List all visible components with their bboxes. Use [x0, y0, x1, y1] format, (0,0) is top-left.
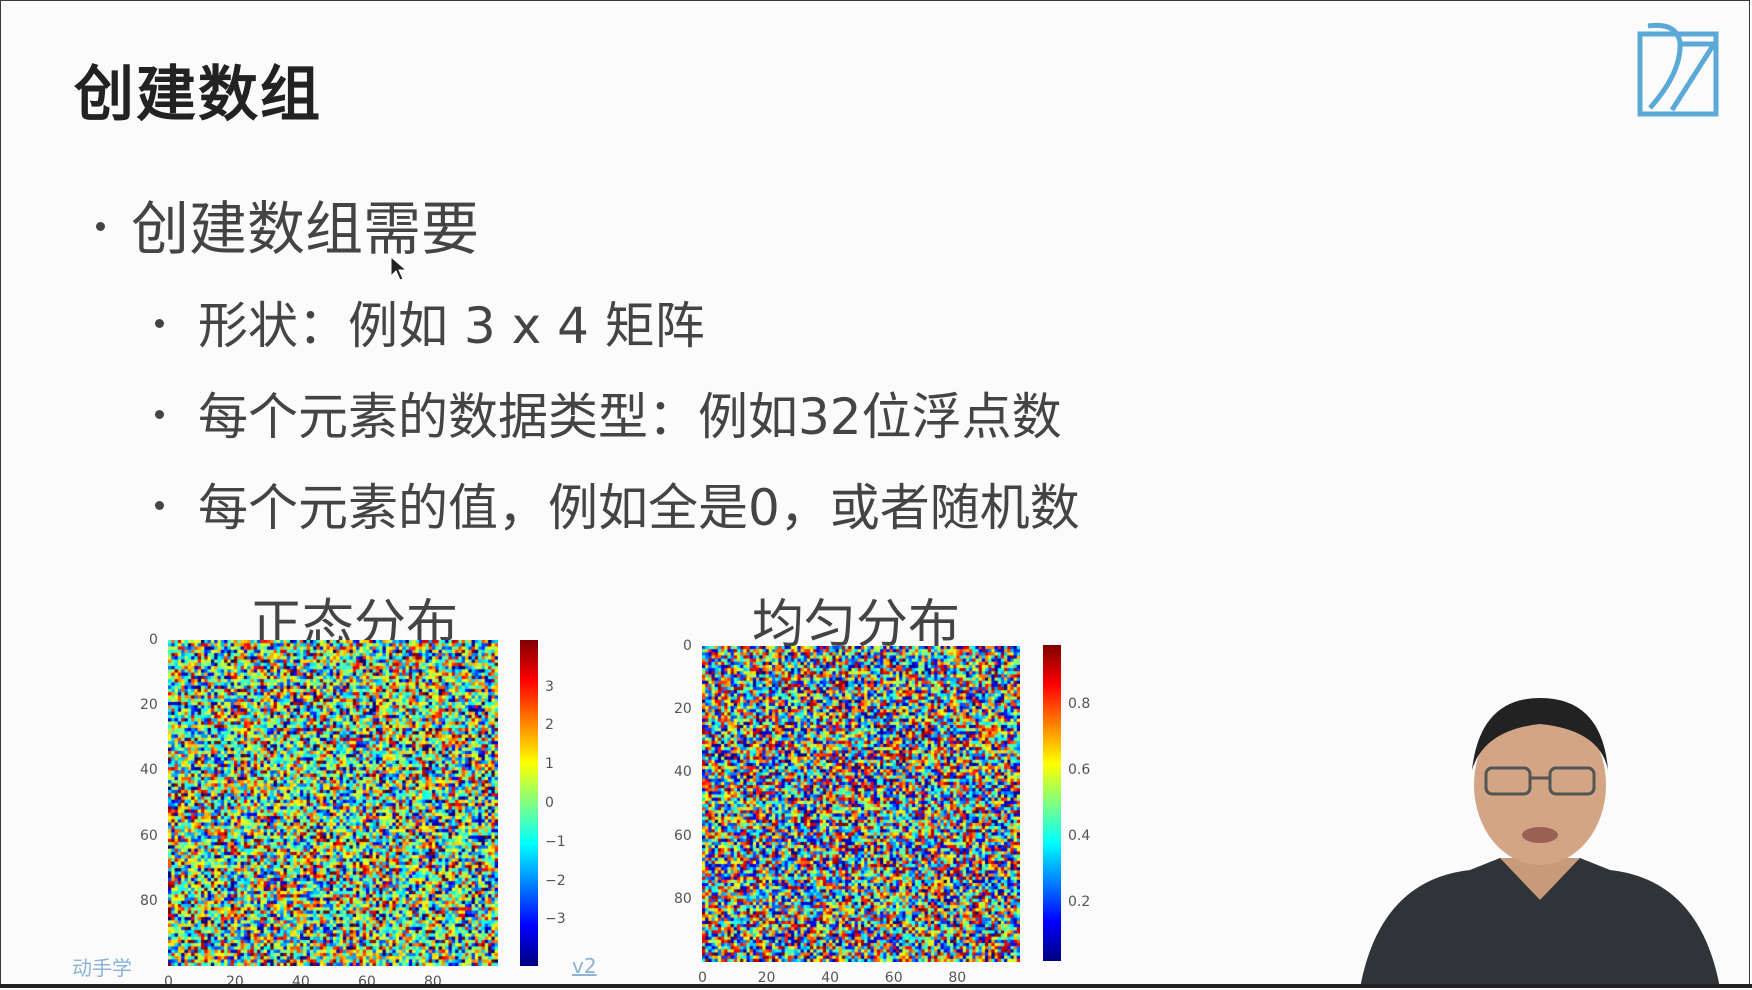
y-tick-label: 60	[674, 827, 692, 844]
heatmap-uniform	[702, 646, 1020, 962]
d2l-logo-icon	[1637, 22, 1719, 117]
colorbar-tick-label: 0.8	[1068, 696, 1091, 713]
speaker-video-overlay	[1360, 698, 1720, 988]
colorbar-tick-label: 0.2	[1068, 893, 1091, 910]
y-tick-label: 80	[140, 892, 158, 909]
sub-bullet-text: 每个元素的值，例如全是0，或者随机数	[198, 479, 1080, 537]
y-tick-label: 20	[140, 697, 158, 714]
sub-bullet-shape: 形状：例如 3 x 4 矩阵	[155, 286, 705, 358]
mouse-cursor-icon	[390, 256, 408, 281]
bullet-main-text: 创建数组需要	[131, 195, 480, 263]
colorbar-tick-label: 2	[545, 717, 554, 734]
y-tick-label: 80	[674, 890, 692, 907]
colorbar-tick-label: −2	[545, 872, 566, 889]
x-tick-label: 80	[948, 970, 967, 986]
sub-bullet-dtype: 每个元素的数据类型：例如32位浮点数	[155, 377, 1062, 449]
y-tick-label: 20	[674, 701, 692, 718]
chart-title-uniform: 均匀分布	[752, 595, 961, 655]
colorbar-tick-label: −3	[545, 911, 566, 928]
bullet-main: 创建数组需要	[96, 182, 479, 266]
colorbar-tick-label: 0	[545, 795, 554, 811]
colorbar-tick-label: 1	[545, 756, 554, 773]
x-tick-label: 0	[164, 974, 173, 990]
y-tick-label: 0	[683, 638, 692, 654]
y-tick-label: 0	[149, 632, 158, 648]
colorbar-tick-label: −1	[545, 833, 566, 850]
y-tick-label: 40	[674, 764, 692, 781]
sub-bullet-text: 形状：例如 3 x 4 矩阵	[198, 297, 705, 355]
brand-label-left: 动手学	[72, 956, 132, 980]
colorbar-normal	[520, 640, 538, 966]
colorbar-tick-label: 0.4	[1068, 827, 1091, 844]
x-tick-label: 20	[757, 970, 776, 986]
heatmap-normal	[168, 640, 498, 966]
bottom-bar	[0, 984, 1752, 988]
y-tick-label: 40	[140, 762, 158, 779]
x-tick-label: 0	[698, 970, 707, 986]
colorbar-uniform	[1043, 645, 1061, 961]
sub-bullet-values: 每个元素的值，例如全是0，或者随机数	[155, 468, 1080, 540]
x-tick-label: 40	[821, 970, 840, 986]
slide-title: 创建数组	[74, 60, 322, 130]
colorbar-tick-label: 3	[545, 678, 554, 695]
y-tick-label: 60	[140, 827, 158, 844]
sub-bullet-text: 每个元素的数据类型：例如32位浮点数	[198, 388, 1062, 446]
x-tick-label: 60	[884, 970, 903, 986]
brand-label-right: v2	[572, 954, 597, 978]
colorbar-tick-label: 0.6	[1068, 762, 1091, 779]
